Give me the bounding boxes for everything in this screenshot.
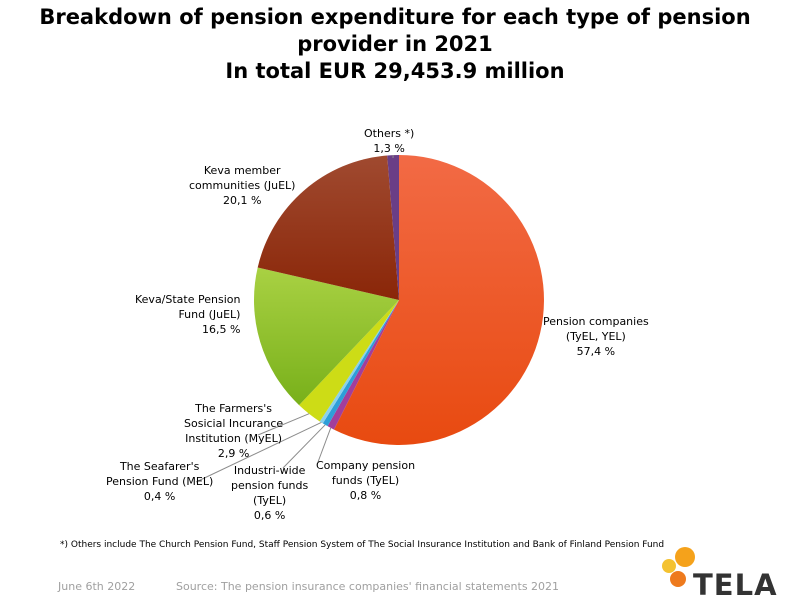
label-line: Pension Fund (MEL) (106, 475, 214, 488)
label-value: 1,3 % (373, 142, 405, 155)
logo-mark-icon (662, 547, 695, 587)
pie-slice-seafarers (319, 300, 399, 424)
pie-slice-others (387, 155, 399, 300)
pie-slice-industri-wide (322, 300, 399, 427)
label-line: Pension companies (543, 315, 649, 328)
slice-label-keva-state: Keva/State Pension Fund (JuEL) 16,5 % (135, 292, 240, 337)
pie-slice-pension-companies (333, 155, 544, 446)
pie-slice-company-pension-funds (327, 300, 399, 430)
label-line: communities (JuEL) (189, 179, 296, 192)
label-value: 0,4 % (143, 490, 176, 503)
slice-label-company-pension-funds: Company pension funds (TyEL) 0,8 % (316, 458, 415, 503)
slice-label-others: Others *) 1,3 % (364, 126, 414, 156)
label-line: (TyEL) (253, 494, 287, 507)
logo-drop-icon (662, 559, 676, 573)
label-line: funds (TyEL) (331, 474, 400, 487)
label-line: Institution (MyEL) (185, 432, 283, 445)
leader-line-industri-wide (282, 424, 326, 469)
label-line: Company pension (316, 459, 416, 472)
leader-line-farmers (257, 413, 310, 436)
logo-drop-icon (670, 571, 686, 587)
slice-label-industri-wide: Industri-wide pension funds (TyEL) 0,6 % (231, 463, 308, 523)
pie-slice-keva-state (253, 267, 399, 406)
label-line: The Seafarer's (119, 460, 200, 473)
chart-title: Breakdown of pension expenditure for eac… (0, 4, 790, 85)
title-line-2: provider in 2021 (297, 32, 493, 56)
tela-logo: TELA (655, 544, 780, 602)
footer-source: Source: The pension insurance companies'… (176, 580, 560, 593)
slice-label-seafarers: The Seafarer's Pension Fund (MEL) 0,4 % (106, 459, 213, 504)
pie-slice-farmers (299, 300, 399, 422)
label-line: Sosicial Incurance (184, 417, 284, 430)
logo-drop-icon (675, 547, 695, 567)
title-line-3: In total EUR 29,453.9 million (225, 59, 565, 83)
footnote: *) Others include The Church Pension Fun… (60, 540, 665, 550)
slice-label-keva-member: Keva member communities (JuEL) 20,1 % (189, 163, 295, 208)
footer-date: June 6th 2022 (58, 580, 136, 593)
slice-label-farmers: The Farmers's Sosicial Incurance Institu… (184, 401, 283, 461)
label-line: Keva member (203, 164, 281, 177)
label-value: 0,8 % (349, 489, 382, 502)
label-value: 16,5 % (202, 323, 241, 336)
label-line: Others *) (364, 127, 415, 140)
leader-line-company-pension-funds (317, 427, 332, 463)
label-line: (TyEL, YEL) (565, 330, 626, 343)
label-value: 57,4 % (576, 345, 616, 358)
title-line-1: Breakdown of pension expenditure for eac… (39, 5, 751, 29)
leader-line-seafarers (195, 421, 322, 483)
logo-text: TELA (693, 568, 778, 602)
label-line: Industri-wide (233, 464, 306, 477)
label-value: 20,1 % (223, 194, 262, 207)
label-line: Fund (JuEL) (178, 308, 241, 321)
label-line: The Farmers's (195, 402, 273, 415)
label-line: pension funds (231, 479, 309, 492)
label-line: Keva/State Pension (135, 293, 241, 306)
slice-label-pension-companies: Pension companies (TyEL, YEL) 57,4 % (543, 314, 649, 359)
pie-slice-keva-member (257, 155, 399, 300)
label-value: 2,9 % (217, 447, 250, 460)
label-value: 0,6 % (253, 509, 286, 522)
